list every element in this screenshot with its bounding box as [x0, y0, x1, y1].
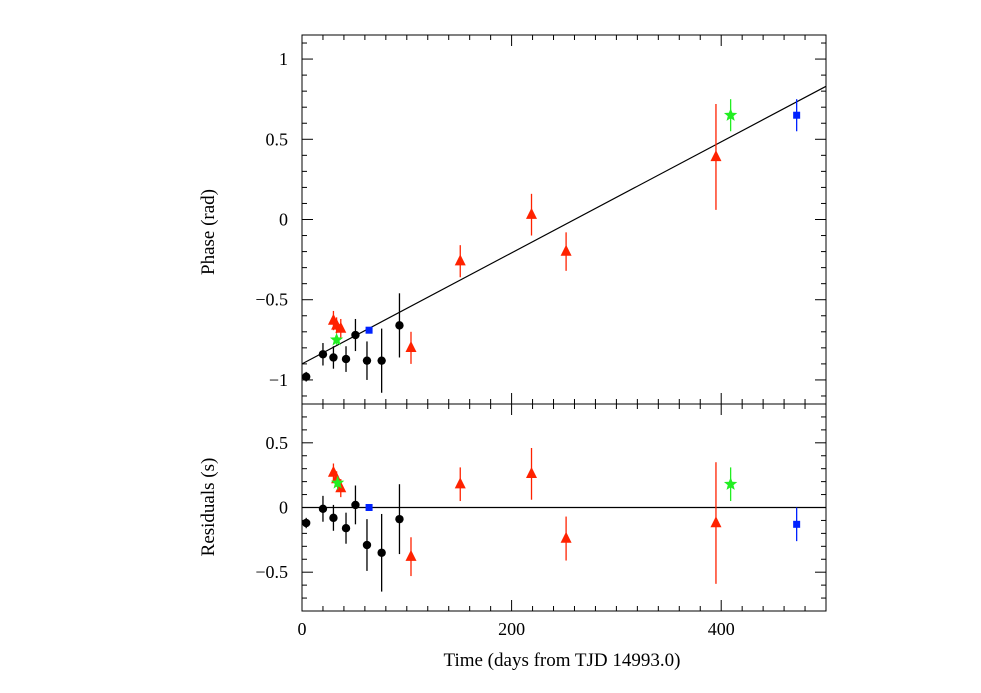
data-point-star	[723, 477, 738, 490]
data-point-triangle	[526, 467, 538, 479]
star-series	[330, 467, 738, 502]
data-point-circle	[341, 354, 351, 364]
plot-frame	[301, 34, 827, 405]
y-tick-label: 0.5	[266, 433, 289, 453]
data-point-circle	[318, 504, 328, 513]
y-tick-label: 0	[279, 210, 288, 230]
y-tick-label: 0.5	[266, 129, 289, 149]
triangle-series	[327, 103, 722, 364]
y-tick-label: 1	[279, 49, 288, 69]
y-tick-label: −0.5	[255, 290, 288, 310]
data-point-circle	[329, 513, 338, 523]
data-point-circle	[377, 356, 386, 365]
star-series	[329, 99, 738, 346]
y-tick-label: 0	[279, 498, 288, 518]
x-tick-label: 400	[708, 619, 735, 639]
data-point-square	[365, 326, 373, 334]
data-point-triangle	[405, 341, 417, 353]
data-point-circle	[362, 356, 372, 365]
x-axis-label: Time (days from TJD 14993.0)	[444, 650, 681, 671]
fit-line	[301, 85, 827, 365]
data-point-star	[329, 332, 344, 346]
y-tick-label: −1	[269, 370, 288, 390]
data-point-triangle	[405, 549, 417, 561]
data-point-circle	[341, 524, 351, 533]
data-point-triangle	[710, 150, 722, 162]
triangle-series	[327, 447, 722, 584]
square-series	[365, 99, 801, 334]
data-point-circle	[395, 321, 404, 330]
data-point-square	[793, 111, 801, 119]
y-tick-label: −0.5	[255, 562, 288, 582]
data-point-circle	[351, 330, 360, 340]
data-point-circle	[395, 514, 404, 524]
data-point-circle	[377, 548, 386, 557]
data-point-triangle	[526, 207, 538, 219]
data-point-triangle	[454, 254, 466, 266]
phase-panel: −1 −0.5 0 0.5 1	[255, 34, 827, 405]
data-point-triangle	[560, 244, 572, 256]
circle-series	[301, 484, 404, 592]
data-point-square	[365, 504, 373, 511]
data-point-triangle	[335, 321, 347, 333]
data-point-star	[330, 475, 345, 489]
data-point-circle	[362, 540, 372, 550]
data-point-triangle	[710, 516, 722, 528]
residuals-y-axis-label: Residuals (s)	[198, 458, 219, 557]
circle-series	[301, 293, 404, 393]
x-tick-label: 200	[498, 619, 525, 639]
square-series	[365, 504, 801, 542]
data-point-triangle	[560, 531, 572, 543]
x-tick-label: 0	[298, 619, 307, 639]
residuals-panel: −0.5 0 0.5 0 200 400	[255, 403, 827, 639]
data-point-circle	[329, 353, 338, 362]
data-point-circle	[318, 350, 328, 359]
data-point-circle	[351, 500, 360, 510]
data-point-circle	[301, 518, 311, 528]
data-point-square	[793, 520, 801, 528]
phase-y-axis-label: Phase (rad)	[198, 189, 219, 275]
data-point-circle	[301, 372, 311, 381]
data-point-star	[723, 108, 738, 121]
data-point-triangle	[454, 477, 466, 489]
